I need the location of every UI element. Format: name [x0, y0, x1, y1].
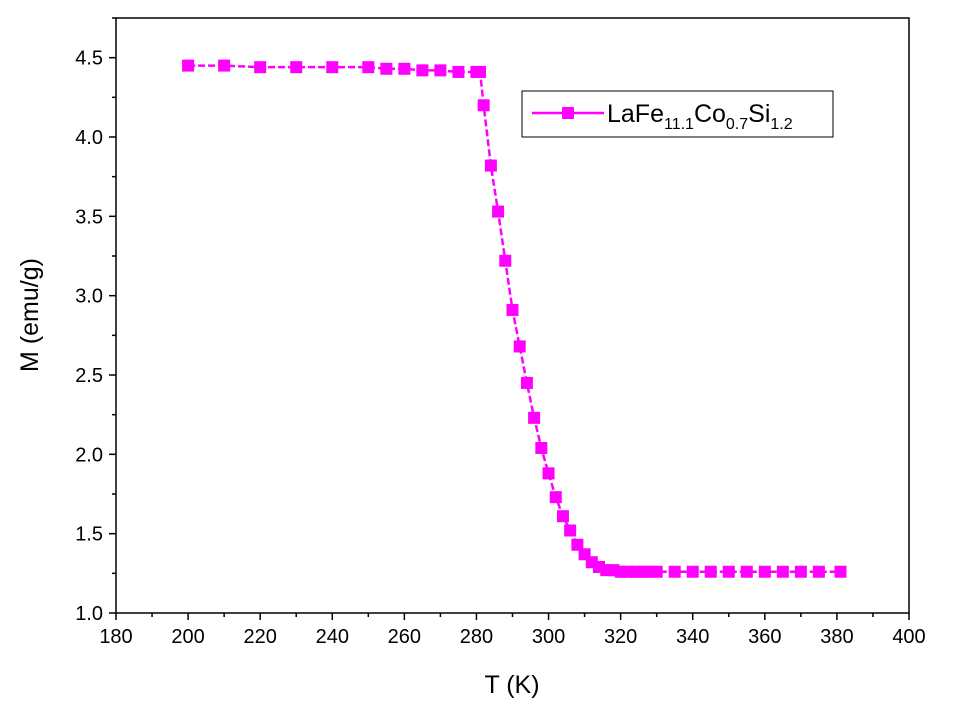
data-point: [513, 340, 526, 353]
legend-label-sub3: 1.2: [770, 116, 792, 133]
x-tick-label: 260: [388, 626, 421, 648]
data-point: [416, 64, 429, 77]
data-point: [528, 411, 541, 424]
data-point: [794, 565, 807, 578]
y-tick-label: 2.5: [75, 365, 103, 387]
y-tick-label: 1.5: [75, 524, 103, 546]
data-point: [484, 159, 497, 172]
x-tick-label: 240: [316, 626, 349, 648]
x-tick-label: 180: [99, 626, 132, 648]
data-point: [398, 62, 411, 75]
x-tick-label: 400: [892, 626, 925, 648]
x-tick-label: 360: [748, 626, 781, 648]
legend: LaFe11.1Co0.7Si1.2: [521, 90, 834, 138]
data-point: [380, 62, 393, 75]
data-point: [492, 205, 505, 218]
y-axis-ticks: 1.0 1.5 2.0 2.5 3.0 3.5 4.0 4.5: [75, 17, 116, 625]
x-tick-label: 200: [171, 626, 204, 648]
data-point: [571, 538, 584, 551]
x-tick-label: 340: [676, 626, 709, 648]
data-point: [668, 565, 681, 578]
data-point: [758, 565, 771, 578]
legend-marker: [562, 107, 574, 119]
data-point: [650, 565, 663, 578]
data-point: [740, 565, 753, 578]
data-point: [722, 565, 735, 578]
x-tick-label: 280: [460, 626, 493, 648]
series-layer: [182, 59, 847, 578]
x-axis-title: T (K): [484, 671, 539, 699]
data-point: [290, 61, 303, 74]
data-point: [776, 565, 789, 578]
data-point: [477, 99, 490, 112]
legend-label: LaFe11.1Co0.7Si1.2: [607, 100, 793, 133]
legend-label-el3: Si: [748, 100, 770, 128]
data-point: [535, 441, 548, 454]
data-point: [686, 565, 699, 578]
data-point: [218, 59, 231, 72]
legend-label-el2: Co: [694, 100, 726, 128]
y-tick-label: 4.5: [75, 48, 103, 70]
data-point: [556, 510, 569, 523]
data-point: [506, 303, 519, 316]
data-point: [452, 65, 465, 78]
x-tick-label: 320: [604, 626, 637, 648]
legend-label-sub2: 0.7: [726, 116, 748, 133]
data-point: [564, 524, 577, 537]
y-tick-label: 3.0: [75, 286, 103, 308]
x-tick-label: 220: [243, 626, 276, 648]
data-point: [499, 254, 512, 267]
data-point: [434, 64, 447, 77]
series-line: [188, 64, 841, 573]
data-point: [520, 376, 533, 389]
x-tick-label: 300: [532, 626, 565, 648]
y-tick-label: 2.0: [75, 444, 103, 466]
y-axis-title: M (emu/g): [16, 258, 44, 372]
data-point: [834, 565, 847, 578]
y-tick-label: 3.5: [75, 206, 103, 228]
legend-label-sub1: 11.1: [664, 116, 694, 133]
data-point: [362, 61, 375, 74]
data-point: [254, 61, 267, 74]
data-point: [182, 59, 195, 72]
x-tick-label: 380: [820, 626, 853, 648]
data-point: [704, 565, 717, 578]
data-point: [542, 467, 555, 480]
y-tick-label: 1.0: [75, 603, 103, 625]
data-point: [812, 565, 825, 578]
y-tick-label: 4.0: [75, 127, 103, 149]
data-point: [549, 491, 562, 504]
legend-label-base: LaFe: [607, 100, 664, 128]
x-axis-ticks: 180 200 220 240 260 280 300 320 340 360 380 400: [99, 613, 926, 648]
data-point: [474, 65, 487, 78]
data-point: [326, 61, 339, 74]
